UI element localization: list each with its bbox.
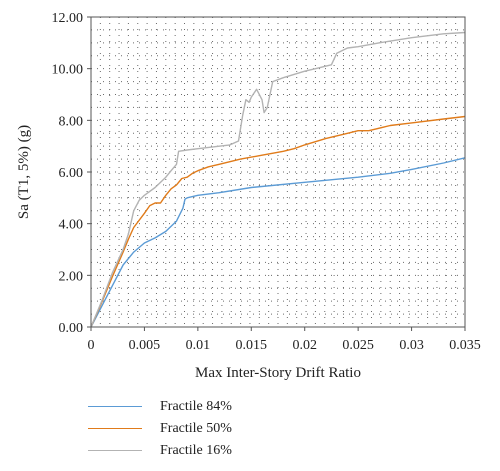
x-tick-label: 0.005 — [129, 338, 161, 353]
y-tick-label: 0.00 — [59, 321, 84, 336]
y-axis-title: Sa (T1, 5%) (g) — [16, 125, 32, 219]
y-tick-label: 6.00 — [59, 166, 84, 181]
y-tick-label: 10.00 — [52, 63, 84, 78]
y-tick-label: 2.00 — [59, 269, 84, 284]
y-axis-ticks: 0.00 2.00 4.00 6.00 8.00 10.00 12.00 — [52, 11, 91, 336]
x-tick-label: 0.03 — [399, 338, 424, 353]
legend-swatch-84 — [88, 406, 142, 407]
series-line-1 — [90, 157, 466, 328]
legend-label-84: Fractile 84% — [160, 399, 232, 414]
x-tick-label: 0.025 — [342, 338, 374, 353]
legend-swatch-50 — [88, 428, 142, 429]
series-line-2 — [90, 115, 466, 328]
legend-label-50: Fractile 50% — [160, 421, 232, 436]
legend-label-16: Fractile 16% — [160, 443, 232, 458]
y-tick-label: 8.00 — [59, 114, 84, 129]
x-tick-label: 0.02 — [292, 338, 317, 353]
dotted-grid — [91, 17, 465, 327]
series-lines — [90, 31, 466, 328]
line-chart: 0 0.005 0.01 0.015 0.02 0.025 0.03 0.035 0.00 2.… — [16, 11, 481, 381]
x-axis-ticks: 0 0.005 0.01 0.015 0.02 0.025 0.03 0.035 — [88, 327, 481, 353]
x-tick-label: 0.015 — [236, 338, 268, 353]
x-tick-label: 0.01 — [186, 338, 211, 353]
x-axis-title: Max Inter-Story Drift Ratio — [195, 365, 361, 381]
y-tick-label: 4.00 — [59, 218, 84, 233]
x-tick-label: 0 — [88, 338, 95, 353]
series-line-3 — [90, 31, 466, 328]
legend-swatch-16 — [88, 450, 142, 451]
y-tick-label: 12.00 — [52, 11, 84, 26]
x-tick-label: 0.035 — [449, 338, 481, 353]
